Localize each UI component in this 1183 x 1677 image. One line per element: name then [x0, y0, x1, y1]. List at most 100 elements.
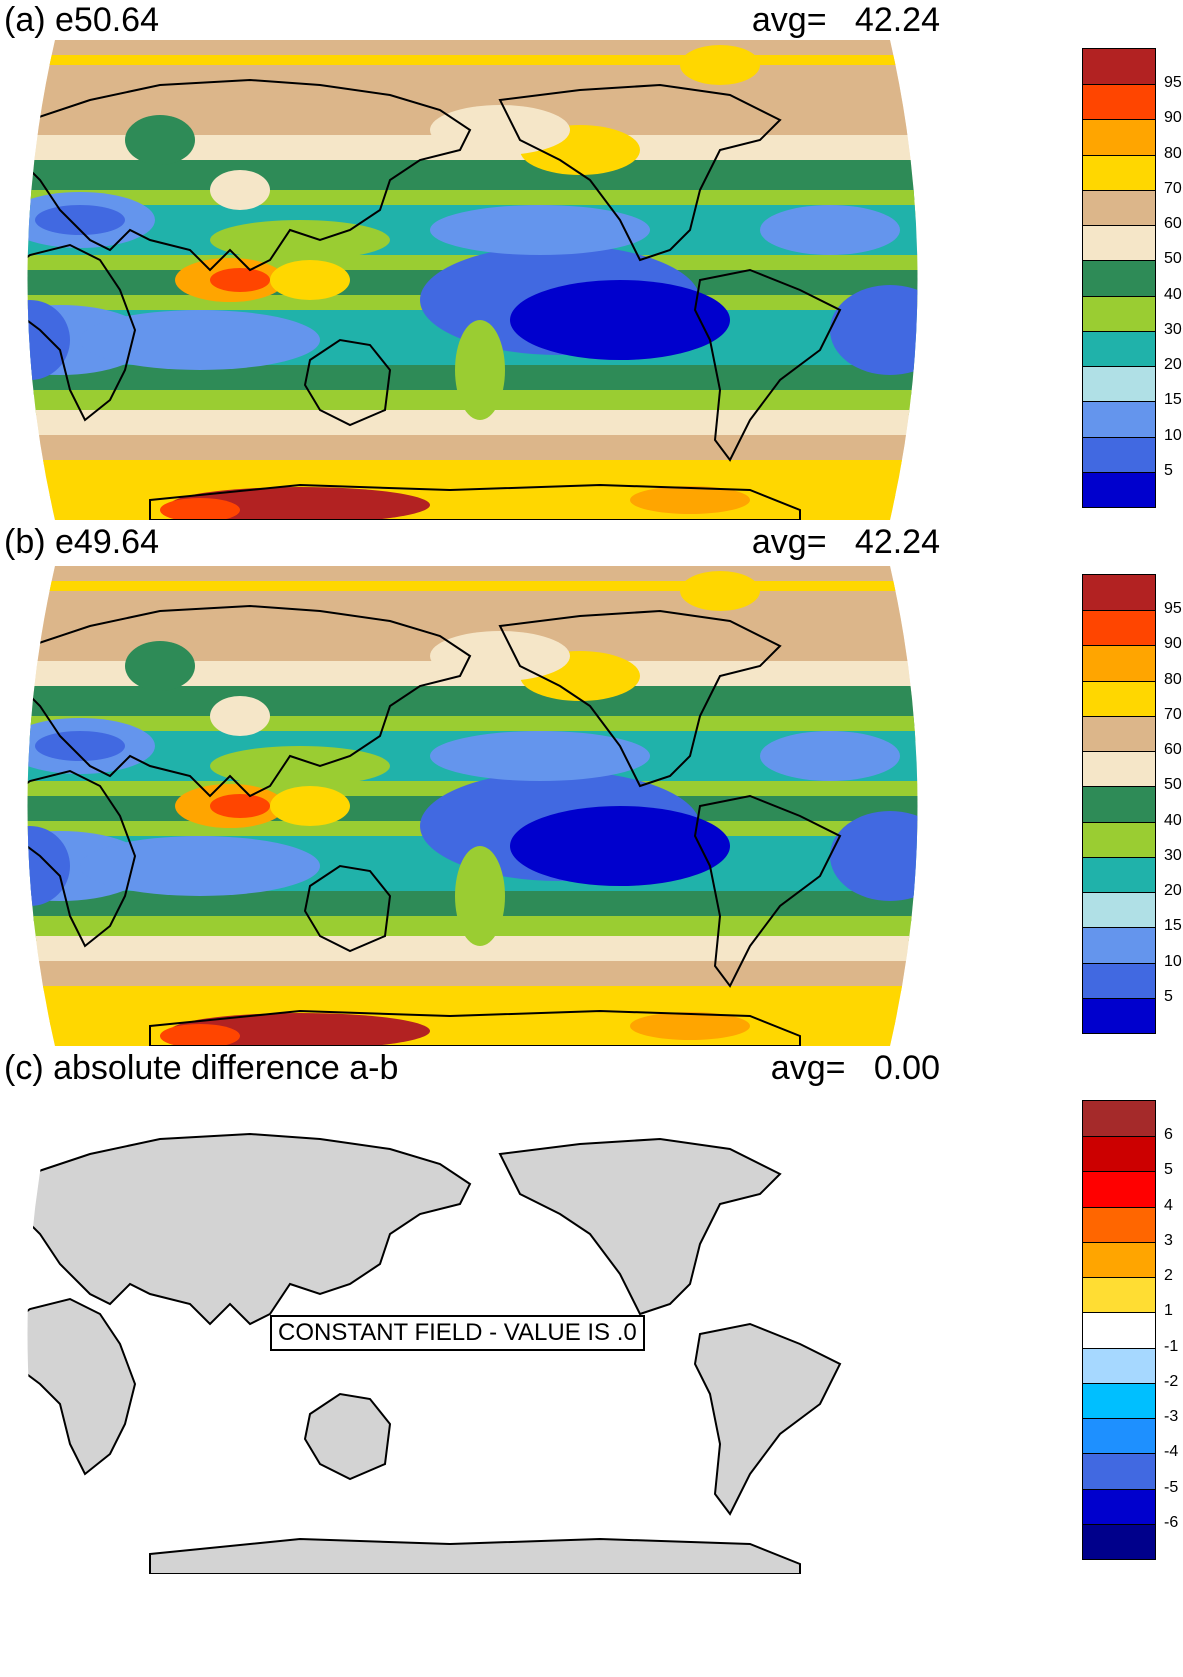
coastline — [27, 769, 137, 948]
colorbar-tick-label: 5 — [1164, 461, 1173, 479]
colorbar-box — [1083, 154, 1155, 190]
colorbar-box — [1083, 84, 1155, 120]
colorbar-box — [1083, 225, 1155, 261]
panel-a-colorbar — [1082, 48, 1156, 508]
colorbar-tick-label: 2 — [1164, 1267, 1173, 1285]
colorbar-tick-label: 40 — [1164, 811, 1182, 829]
panel-a-avg: avg= 42.24 — [740, 0, 940, 40]
field-region — [210, 746, 390, 786]
field-region — [27, 826, 70, 906]
coastline — [27, 78, 472, 272]
colorbar-box — [1083, 1206, 1155, 1242]
land-mass — [27, 1132, 472, 1326]
field-region — [430, 731, 650, 781]
colorbar-tick-label: 80 — [1164, 670, 1182, 688]
colorbar-box — [1083, 1453, 1155, 1489]
coastline — [303, 864, 392, 953]
land-mass — [303, 1392, 392, 1481]
colorbar-box — [1083, 821, 1155, 857]
colorbar-tick-label: 50 — [1164, 776, 1182, 794]
field-region — [35, 205, 125, 235]
colorbar-box — [1083, 927, 1155, 963]
colorbar-box — [1083, 1382, 1155, 1419]
field-region — [510, 806, 730, 886]
colorbar-box — [1083, 49, 1155, 85]
colorbar-tick-label: -5 — [1164, 1478, 1179, 1496]
colorbar-tick-label: 1 — [1164, 1302, 1173, 1320]
colorbar-tick-label: 50 — [1164, 250, 1182, 268]
colorbar-tick-label: 60 — [1164, 741, 1182, 759]
colorbar-box — [1083, 471, 1155, 507]
colorbar-box — [1083, 715, 1155, 752]
panel-c-avg: avg= 0.00 — [740, 1048, 940, 1088]
colorbar-box — [1083, 436, 1155, 472]
panel-a-title: (a) e50.64 — [4, 1, 159, 39]
colorbar-box — [1083, 1312, 1155, 1348]
colorbar-tick-label: 70 — [1164, 705, 1182, 723]
colorbar-tick-label: 90 — [1164, 109, 1182, 127]
colorbar-box — [1083, 1488, 1155, 1524]
field-region — [760, 731, 900, 781]
colorbar-box — [1083, 366, 1155, 402]
field-region — [80, 836, 320, 896]
field-band — [27, 581, 918, 591]
colorbar-tick-label: -1 — [1164, 1337, 1179, 1355]
field-region — [830, 285, 918, 375]
field-region — [125, 641, 195, 691]
coastline — [498, 83, 782, 262]
colorbar-box — [1083, 751, 1155, 787]
colorbar-tick-label: -3 — [1164, 1408, 1179, 1426]
colorbar-box — [1083, 295, 1155, 331]
panel-c-avg-label: avg= — [770, 1049, 846, 1087]
colorbar-tick-label: 5 — [1164, 1161, 1173, 1179]
colorbar-box — [1083, 401, 1155, 437]
panel-b-avg-label: avg= — [751, 523, 827, 561]
field-region — [510, 280, 730, 360]
panel-b-avg-value: 42.24 — [854, 523, 940, 561]
field-region — [430, 631, 570, 681]
colorbar-box — [1083, 1347, 1155, 1383]
colorbar-tick-label: 4 — [1164, 1196, 1173, 1214]
colorbar-tick-label: 10 — [1164, 426, 1182, 444]
coastline — [498, 609, 782, 788]
coastline — [303, 338, 392, 427]
colorbar-box — [1083, 680, 1155, 716]
colorbar-tick-label: 30 — [1164, 320, 1182, 338]
colorbar-tick-label: -6 — [1164, 1513, 1179, 1531]
field-band — [27, 495, 918, 520]
colorbar-tick-label: 90 — [1164, 635, 1182, 653]
field-band — [27, 460, 918, 500]
panel-b-title: (b) e49.64 — [4, 523, 159, 561]
field-region — [430, 105, 570, 155]
colorbar-tick-label: 80 — [1164, 144, 1182, 162]
field-region — [35, 731, 125, 761]
field-region — [830, 811, 918, 901]
colorbar-tick-label: 10 — [1164, 952, 1182, 970]
field-region — [760, 205, 900, 255]
field-region — [80, 310, 320, 370]
colorbar-box — [1083, 1418, 1155, 1454]
colorbar-tick-label: 60 — [1164, 215, 1182, 233]
panel-b-avg: avg= 42.24 — [740, 522, 940, 562]
coastline — [693, 268, 842, 462]
coastline — [693, 794, 842, 988]
coastline — [27, 604, 472, 798]
colorbar-box — [1083, 189, 1155, 226]
land-mass — [149, 1537, 801, 1574]
field-region — [210, 268, 270, 292]
constant-field-label: CONSTANT FIELD - VALUE IS .0 — [270, 1315, 645, 1351]
colorbar-tick-label: 70 — [1164, 179, 1182, 197]
field-region — [630, 1012, 750, 1040]
colorbar-box — [1083, 119, 1155, 155]
field-region — [630, 486, 750, 514]
colorbar-tick-label: 20 — [1164, 882, 1182, 900]
colorbar-tick-label: 6 — [1164, 1126, 1173, 1144]
colorbar-tick-label: 95 — [1164, 600, 1182, 618]
colorbar-tick-label: 15 — [1164, 391, 1182, 409]
panel-c-title: (c) absolute difference a-b — [4, 1049, 399, 1087]
coastline — [27, 243, 137, 422]
field-band — [27, 55, 918, 65]
field-region — [430, 205, 650, 255]
field-region — [27, 300, 70, 380]
land-mass — [498, 1137, 782, 1316]
